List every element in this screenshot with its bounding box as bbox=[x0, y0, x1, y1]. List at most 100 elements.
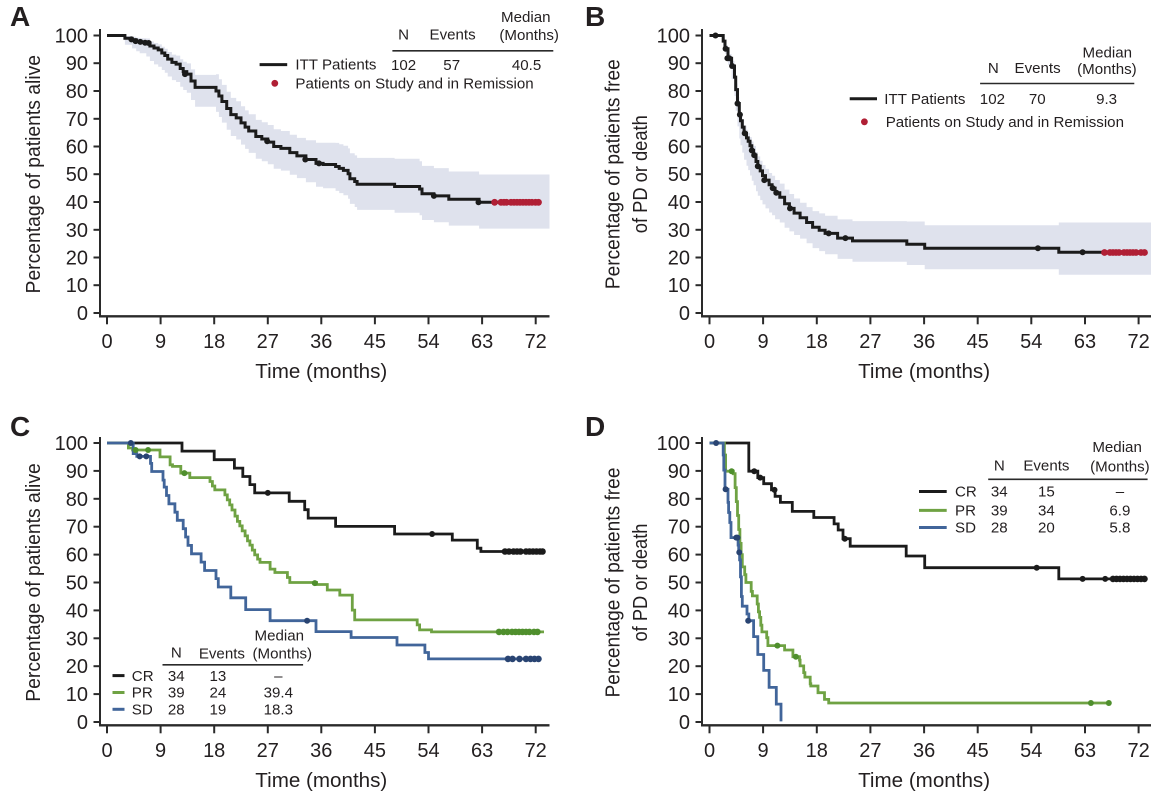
svg-text:54: 54 bbox=[1020, 331, 1042, 353]
svg-text:39.4: 39.4 bbox=[264, 685, 293, 702]
svg-text:70: 70 bbox=[66, 109, 88, 131]
svg-text:30: 30 bbox=[66, 220, 88, 242]
svg-text:60: 60 bbox=[66, 545, 88, 567]
svg-text:50: 50 bbox=[668, 573, 690, 595]
svg-text:PR: PR bbox=[132, 685, 153, 702]
svg-text:36: 36 bbox=[310, 331, 332, 353]
svg-text:ITT Patients: ITT Patients bbox=[884, 91, 965, 108]
svg-text:0: 0 bbox=[77, 303, 88, 325]
svg-text:A: A bbox=[10, 1, 30, 32]
svg-text:–: – bbox=[274, 668, 283, 685]
svg-text:54: 54 bbox=[417, 740, 439, 762]
svg-text:(Months): (Months) bbox=[1090, 458, 1150, 475]
svg-text:18.3: 18.3 bbox=[264, 702, 293, 719]
svg-text:45: 45 bbox=[364, 331, 386, 353]
svg-text:CR: CR bbox=[955, 484, 977, 501]
svg-text:90: 90 bbox=[66, 461, 88, 483]
svg-text:20: 20 bbox=[668, 248, 690, 270]
svg-text:70: 70 bbox=[66, 517, 88, 539]
svg-text:SD: SD bbox=[955, 520, 976, 537]
svg-text:63: 63 bbox=[1074, 740, 1096, 762]
svg-text:15: 15 bbox=[1038, 484, 1055, 501]
svg-text:20: 20 bbox=[66, 656, 88, 678]
svg-text:0: 0 bbox=[77, 712, 88, 734]
svg-text:N: N bbox=[171, 645, 182, 662]
svg-text:90: 90 bbox=[66, 53, 88, 75]
svg-text:Patients on Study and in Remis: Patients on Study and in Remission bbox=[886, 114, 1124, 131]
svg-text:50: 50 bbox=[668, 164, 690, 186]
svg-text:45: 45 bbox=[967, 740, 989, 762]
svg-text:0: 0 bbox=[101, 331, 112, 353]
svg-text:9: 9 bbox=[155, 740, 166, 762]
svg-text:40.5: 40.5 bbox=[512, 57, 541, 74]
svg-text:30: 30 bbox=[668, 220, 690, 242]
svg-text:70: 70 bbox=[668, 109, 690, 131]
svg-text:C: C bbox=[10, 411, 30, 442]
svg-text:Time (months): Time (months) bbox=[255, 769, 387, 792]
svg-text:Median: Median bbox=[255, 628, 305, 645]
svg-text:34: 34 bbox=[1038, 503, 1055, 520]
svg-text:40: 40 bbox=[66, 192, 88, 214]
svg-text:36: 36 bbox=[310, 740, 332, 762]
svg-text:27: 27 bbox=[859, 740, 881, 762]
svg-text:40: 40 bbox=[66, 600, 88, 622]
svg-text:Events: Events bbox=[1015, 60, 1061, 77]
svg-text:27: 27 bbox=[859, 331, 881, 353]
svg-text:54: 54 bbox=[417, 331, 439, 353]
svg-text:102: 102 bbox=[391, 57, 416, 74]
svg-text:9: 9 bbox=[758, 331, 769, 353]
svg-text:45: 45 bbox=[967, 331, 989, 353]
svg-text:60: 60 bbox=[668, 137, 690, 159]
svg-text:Median: Median bbox=[1083, 45, 1133, 62]
svg-text:63: 63 bbox=[471, 331, 493, 353]
svg-text:0: 0 bbox=[704, 740, 715, 762]
svg-text:72: 72 bbox=[1127, 331, 1149, 353]
svg-text:N: N bbox=[994, 458, 1005, 475]
svg-text:24: 24 bbox=[210, 685, 227, 702]
svg-text:100: 100 bbox=[657, 433, 690, 455]
svg-text:Time (months): Time (months) bbox=[858, 360, 990, 383]
svg-text:30: 30 bbox=[668, 628, 690, 650]
svg-text:27: 27 bbox=[257, 740, 279, 762]
svg-text:10: 10 bbox=[668, 275, 690, 297]
svg-text:34: 34 bbox=[168, 668, 185, 685]
svg-text:SD: SD bbox=[132, 702, 153, 719]
svg-text:B: B bbox=[585, 1, 605, 32]
svg-text:70: 70 bbox=[1029, 91, 1046, 108]
svg-text:10: 10 bbox=[66, 684, 88, 706]
svg-text:36: 36 bbox=[913, 331, 935, 353]
svg-text:Percentage of patients free: Percentage of patients free bbox=[602, 468, 625, 698]
svg-text:100: 100 bbox=[55, 433, 88, 455]
svg-text:54: 54 bbox=[1020, 740, 1042, 762]
svg-text:9: 9 bbox=[155, 331, 166, 353]
svg-text:D: D bbox=[585, 411, 605, 442]
svg-text:ITT Patients: ITT Patients bbox=[295, 57, 376, 74]
svg-text:5.8: 5.8 bbox=[1109, 520, 1130, 537]
svg-text:of PD or death: of PD or death bbox=[629, 524, 652, 642]
svg-text:(Months): (Months) bbox=[499, 27, 559, 44]
svg-text:50: 50 bbox=[66, 164, 88, 186]
svg-text:18: 18 bbox=[806, 331, 828, 353]
svg-text:18: 18 bbox=[203, 740, 225, 762]
svg-text:CR: CR bbox=[132, 668, 154, 685]
svg-text:90: 90 bbox=[668, 461, 690, 483]
svg-text:Time (months): Time (months) bbox=[255, 360, 387, 383]
svg-text:72: 72 bbox=[525, 331, 547, 353]
svg-text:50: 50 bbox=[66, 573, 88, 595]
svg-text:0: 0 bbox=[704, 331, 715, 353]
svg-text:Events: Events bbox=[1023, 458, 1069, 475]
svg-text:102: 102 bbox=[980, 91, 1005, 108]
svg-text:60: 60 bbox=[668, 545, 690, 567]
svg-text:80: 80 bbox=[668, 489, 690, 511]
svg-text:28: 28 bbox=[991, 520, 1008, 537]
svg-text:of PD or death: of PD or death bbox=[629, 115, 652, 233]
svg-text:70: 70 bbox=[668, 517, 690, 539]
svg-text:0: 0 bbox=[679, 712, 690, 734]
svg-text:9.3: 9.3 bbox=[1096, 91, 1117, 108]
svg-text:45: 45 bbox=[364, 740, 386, 762]
svg-text:90: 90 bbox=[668, 53, 690, 75]
svg-text:100: 100 bbox=[55, 26, 88, 48]
svg-text:80: 80 bbox=[668, 81, 690, 103]
svg-text:20: 20 bbox=[66, 248, 88, 270]
svg-text:39: 39 bbox=[991, 503, 1008, 520]
